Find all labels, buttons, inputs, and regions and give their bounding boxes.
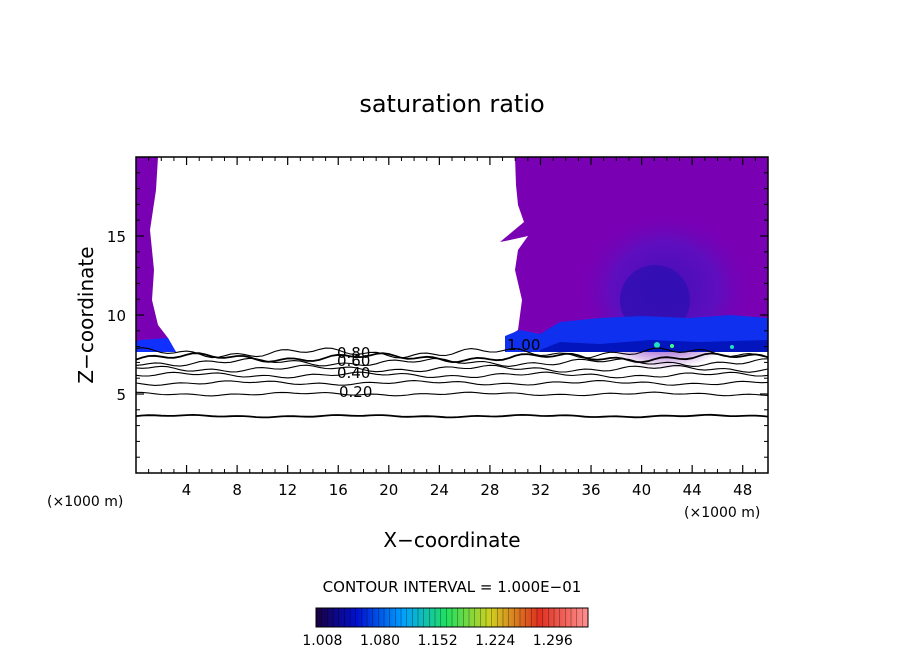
contour-interval-text: CONTOUR INTERVAL = 1.000E−01 — [323, 578, 582, 596]
contour-line — [136, 413, 768, 419]
x-tick-label: 44 — [683, 481, 702, 499]
contour-label: 0.60 — [337, 352, 370, 370]
contour-line — [136, 371, 768, 379]
colorbar-tick-label: 1.224 — [475, 633, 515, 649]
contour-label: 0.20 — [339, 383, 372, 401]
x-tick-label: 32 — [531, 481, 550, 499]
contour-line — [136, 352, 768, 364]
colorbar-tick-label: 1.296 — [533, 633, 573, 649]
left-supersaturated-column — [136, 157, 176, 352]
x-tick-label: 28 — [480, 481, 499, 499]
contour-line — [136, 391, 768, 397]
x-tick-label: 36 — [581, 481, 600, 499]
y-tick-label: 5 — [116, 386, 126, 404]
x-tick-label: 16 — [329, 481, 348, 499]
x-axis-label: X−coordinate — [383, 528, 520, 552]
x-tick-label: 12 — [278, 481, 297, 499]
cyan-spot — [670, 344, 674, 348]
x-unit-label-left: (×1000 m) — [47, 494, 123, 510]
y-axis-label: Z−coordinate — [74, 246, 98, 383]
x-unit-label-right: (×1000 m) — [684, 505, 760, 521]
colorbar-tick-label: 1.008 — [302, 633, 342, 649]
x-tick-label: 20 — [379, 481, 398, 499]
colorbar-tick-label: 1.080 — [360, 633, 400, 649]
right-dark-band — [540, 340, 768, 352]
x-tick-label: 4 — [182, 481, 192, 499]
x-tick-label: 40 — [632, 481, 651, 499]
shaded-field — [136, 157, 768, 370]
contour-line — [136, 364, 768, 373]
chart-title: saturation ratio — [359, 90, 544, 118]
contour-line — [136, 380, 768, 386]
y-tick-label: 15 — [107, 228, 126, 246]
contour-label: 0.80 — [337, 344, 370, 362]
x-tick-label: 8 — [232, 481, 242, 499]
x-tick-label: 24 — [430, 481, 449, 499]
left-blue-edge — [136, 338, 176, 352]
y-tick-label: 10 — [107, 307, 126, 325]
x-tick-label: 48 — [733, 481, 752, 499]
contour-line — [136, 347, 768, 359]
colorbar-ticks: 1.008 1.080 1.152 1.224 1.296 — [302, 608, 589, 649]
colorbar-tick-label: 1.152 — [418, 633, 458, 649]
cyan-spot — [654, 342, 660, 348]
cyan-spot — [730, 345, 734, 349]
contour-label: 0.40 — [337, 364, 370, 382]
contour-label: 1.00 — [507, 336, 540, 354]
contour-lines — [136, 347, 768, 419]
